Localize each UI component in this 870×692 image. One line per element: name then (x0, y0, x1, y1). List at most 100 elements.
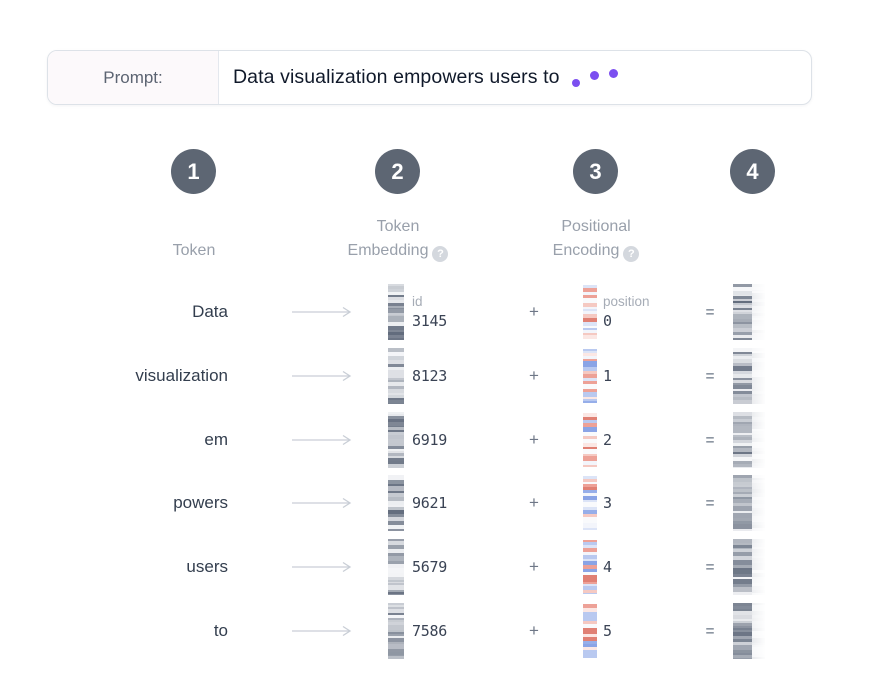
token-label[interactable]: powers (173, 493, 228, 512)
token-id-meta: 5679 (412, 539, 502, 595)
help-icon[interactable]: ? (432, 246, 449, 262)
step-1-number: 1 (187, 158, 200, 184)
position-value: 5 (603, 621, 612, 640)
step-4-badge: 4 (730, 149, 775, 194)
result-embedding-barcode[interactable] (733, 603, 752, 659)
token-id-meta: 6919 (412, 412, 502, 468)
plus-operator: + (529, 366, 539, 385)
position-value: 1 (603, 366, 612, 385)
token-embedding-barcode[interactable] (388, 348, 404, 404)
position-meta: 3 (603, 475, 693, 531)
positional-encoding-header-line1: Positional (561, 218, 631, 235)
position-meta: 5 (603, 603, 693, 659)
positional-encoding-header-line2: Encoding (552, 242, 620, 259)
position-meta: 4 (603, 539, 693, 595)
token-row: users 5679 + 4 = (0, 539, 870, 595)
step-2-number: 2 (391, 158, 404, 184)
token-id-value: 8123 (412, 366, 447, 385)
result-embedding-fade (752, 603, 765, 659)
token-row: powers 9621 + 3 = (0, 475, 870, 531)
position-value: 4 (603, 557, 612, 576)
prompt-label: Prompt: (48, 51, 219, 104)
position-value: 2 (603, 430, 612, 449)
prompt-box[interactable]: Prompt: Data visualization empowers user… (47, 50, 812, 105)
token-label[interactable]: em (204, 430, 228, 449)
positional-encoding-barcode[interactable] (583, 413, 597, 467)
step-1-badge: 1 (171, 149, 216, 194)
result-embedding-barcode[interactable] (733, 348, 752, 404)
arrow-icon (292, 561, 352, 573)
token-row: em 6919 + 2 = (0, 412, 870, 468)
token-row: visualization 8123 + 1 = (0, 348, 870, 404)
plus-operator: + (529, 302, 539, 321)
result-embedding-fade (752, 539, 765, 595)
step-3-number: 3 (589, 158, 602, 184)
positional-encoding-barcode[interactable] (583, 540, 597, 594)
token-embedding-barcode[interactable] (388, 539, 404, 595)
token-label[interactable]: Data (192, 302, 228, 321)
arrow-icon (292, 434, 352, 446)
token-id-meta: 7586 (412, 603, 502, 659)
token-embedding-barcode[interactable] (388, 475, 404, 531)
plus-operator: + (529, 621, 539, 640)
prompt-body[interactable]: Data visualization empowers users to (219, 51, 811, 104)
column-header-positional-encoding: Positional Encoding? (501, 215, 691, 263)
result-embedding-fade (752, 475, 765, 531)
token-id-value: 9621 (412, 493, 447, 512)
token-id-value: 6919 (412, 430, 447, 449)
plus-operator: + (529, 493, 539, 512)
equals-operator: = (705, 558, 715, 576)
token-embedding-barcode[interactable] (388, 284, 404, 340)
token-id-value: 5679 (412, 557, 447, 576)
step-4-number: 4 (746, 158, 759, 184)
positional-encoding-barcode[interactable] (583, 604, 597, 658)
positional-encoding-barcode[interactable] (583, 285, 597, 339)
token-embedding-barcode[interactable] (388, 412, 404, 468)
positional-encoding-barcode[interactable] (583, 349, 597, 403)
token-id-value: 3145 (412, 312, 447, 330)
result-embedding-barcode[interactable] (733, 475, 752, 531)
plus-operator: + (529, 430, 539, 449)
token-embedding-header-line1: Token (376, 218, 420, 235)
equals-operator: = (705, 431, 715, 449)
step-3-badge: 3 (573, 149, 618, 194)
token-id-meta: 9621 (412, 475, 502, 531)
token-id-value: 7586 (412, 621, 447, 640)
result-embedding-barcode[interactable] (733, 284, 752, 340)
token-row: to 7586 + 5 = (0, 603, 870, 659)
token-label[interactable]: users (186, 557, 228, 576)
token-label[interactable]: to (213, 621, 228, 640)
positional-encoding-barcode[interactable] (583, 476, 597, 530)
position-meta: position 0 (603, 284, 693, 340)
token-header-label: Token (172, 242, 216, 259)
token-row: Data id 3145 + position 0 = (0, 284, 870, 340)
position-meta: 1 (603, 348, 693, 404)
result-embedding-fade (752, 412, 765, 468)
arrow-icon (292, 306, 352, 318)
arrow-icon (292, 370, 352, 382)
plus-operator: + (529, 557, 539, 576)
column-header-token: Token (99, 215, 289, 263)
arrow-icon (292, 625, 352, 637)
position-label: position (603, 294, 650, 309)
prompt-text[interactable]: Data visualization empowers users to (233, 66, 560, 88)
token-embedding-barcode[interactable] (388, 603, 404, 659)
equals-operator: = (705, 622, 715, 640)
result-embedding-barcode[interactable] (733, 412, 752, 468)
id-label: id (412, 294, 423, 309)
result-embedding-barcode[interactable] (733, 539, 752, 595)
column-header-token-embedding: Token Embedding? (303, 215, 493, 263)
step-2-badge: 2 (375, 149, 420, 194)
token-label[interactable]: visualization (135, 366, 228, 385)
result-embedding-fade (752, 348, 765, 404)
equals-operator: = (705, 367, 715, 385)
result-embedding-fade (752, 284, 765, 340)
help-icon[interactable]: ? (623, 246, 640, 262)
token-embedding-header-line2: Embedding (347, 242, 429, 259)
position-meta: 2 (603, 412, 693, 468)
arrow-icon (292, 497, 352, 509)
position-value: 3 (603, 493, 612, 512)
position-value: 0 (603, 312, 612, 330)
equals-operator: = (705, 494, 715, 512)
